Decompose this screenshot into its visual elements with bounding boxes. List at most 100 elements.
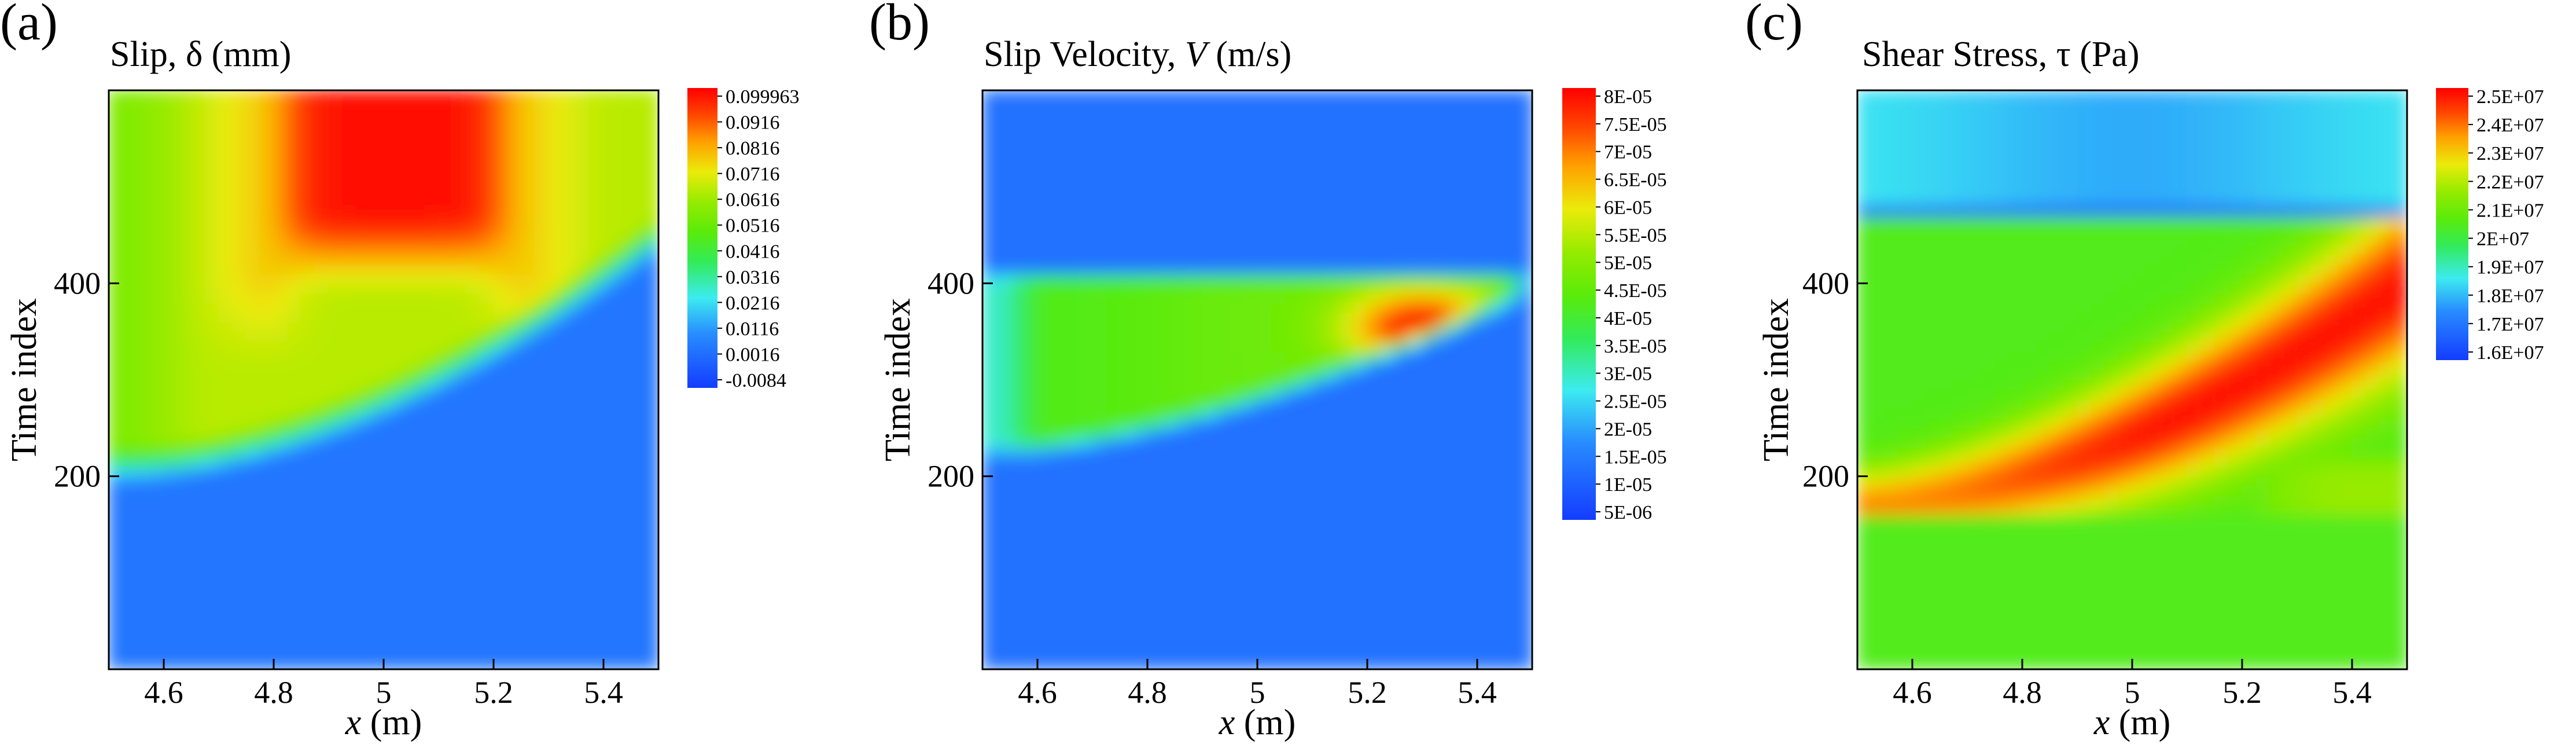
heatmap-cell (1215, 514, 1231, 525)
heatmap-cell (438, 148, 453, 159)
panel-label: (c) (1745, 0, 1803, 51)
heatmap-cell (561, 427, 577, 438)
heatmap-cell (149, 283, 164, 294)
heatmap-cell (300, 446, 316, 458)
heatmap-cell (355, 398, 371, 409)
heatmap-cell (135, 408, 151, 419)
heatmap-cell (135, 196, 151, 207)
heatmap-cell (603, 446, 618, 458)
heatmap-cell (1857, 234, 1872, 245)
heatmap-cell (1325, 591, 1341, 603)
heatmap-cell (493, 543, 508, 554)
heatmap-cell (1133, 582, 1148, 593)
heatmap-cell (341, 591, 357, 603)
heatmap-cell (1119, 109, 1135, 120)
heatmap-cell (1422, 485, 1437, 496)
heatmap-cell (1050, 466, 1066, 477)
heatmap-cell (451, 215, 467, 226)
heatmap-cell (1380, 225, 1396, 236)
heatmap-cell (1394, 504, 1410, 516)
heatmap-cell (465, 485, 481, 496)
heatmap-cell (1009, 562, 1025, 574)
heatmap-cell (245, 379, 261, 390)
heatmap-cell (995, 553, 1011, 564)
heatmap-cell (1435, 196, 1451, 207)
heatmap-cell (1518, 495, 1532, 506)
heatmap-cell (1857, 360, 1872, 371)
heatmap-cell (383, 254, 398, 265)
heatmap-cell (1353, 601, 1368, 612)
heatmap-cell (1037, 254, 1052, 265)
heatmap-cell (1215, 157, 1231, 168)
heatmap-cell (1270, 601, 1286, 612)
heatmap-cell (355, 340, 371, 351)
heatmap-cell (1050, 244, 1066, 255)
heatmap-cell (1325, 215, 1341, 226)
heatmap-cell (589, 177, 604, 188)
heatmap-cell (1133, 119, 1148, 130)
heatmap-cell (1023, 90, 1038, 101)
heatmap-cell (1870, 620, 1886, 632)
heatmap-cell (1133, 504, 1148, 516)
heatmap-cell (1367, 360, 1382, 371)
heatmap-cell (109, 601, 123, 612)
heatmap-cell (479, 138, 494, 149)
heatmap-cell (1243, 572, 1258, 583)
heatmap-cell (259, 215, 274, 226)
heatmap-cell (1422, 417, 1437, 429)
heatmap-cell (1367, 148, 1382, 159)
heatmap-cell (1312, 456, 1327, 467)
heatmap-cell (1325, 543, 1341, 554)
heatmap-cell (135, 340, 151, 351)
heatmap-cell (451, 504, 467, 516)
heatmap-cell (1477, 640, 1492, 651)
heatmap-cell (149, 331, 164, 342)
colorbar-tick-label: 0.0416 (726, 241, 780, 262)
heatmap-cell (1490, 649, 1506, 661)
heatmap-cell (575, 177, 591, 188)
heatmap-cell (589, 398, 604, 409)
heatmap-cell (273, 466, 288, 477)
heatmap-cell (548, 254, 563, 265)
heatmap-cell (1037, 177, 1052, 188)
heatmap-cell (231, 157, 247, 168)
heatmap-cell (1119, 340, 1135, 351)
heatmap-cell (259, 234, 274, 245)
heatmap-cell (630, 331, 646, 342)
heatmap-cell (122, 109, 137, 120)
heatmap-cell (369, 109, 384, 120)
heatmap-cell (506, 659, 522, 669)
heatmap-cell (1229, 360, 1245, 371)
heatmap-cell (1243, 533, 1258, 545)
heatmap-cell (1408, 292, 1423, 303)
heatmap-cell (1504, 138, 1519, 149)
heatmap-cell (1408, 562, 1423, 574)
heatmap-cell (1037, 244, 1052, 255)
heatmap-cell (424, 495, 439, 506)
heatmap-cell (1078, 514, 1093, 525)
heatmap-cell (204, 283, 219, 294)
heatmap-cell (1325, 630, 1341, 641)
heatmap-cell (603, 99, 618, 111)
heatmap-cell (300, 148, 316, 159)
heatmap-cell (561, 244, 577, 255)
heatmap-cell (982, 446, 997, 458)
heatmap-cell (245, 514, 261, 525)
heatmap-cell (451, 640, 467, 651)
heatmap-cell (355, 388, 371, 400)
heatmap-cell (1270, 234, 1286, 245)
heatmap-cell (190, 283, 206, 294)
heatmap-cell (1050, 128, 1066, 140)
heatmap-cell (995, 485, 1011, 496)
heatmap-cell (575, 417, 591, 429)
heatmap-cell (534, 591, 549, 603)
heatmap-cell (1078, 167, 1093, 178)
heatmap-cell (1353, 485, 1368, 496)
heatmap-cell (603, 562, 618, 574)
heatmap-cell (616, 234, 632, 245)
heatmap-cell (506, 582, 522, 593)
heatmap-cell (1009, 543, 1025, 554)
heatmap-cell (1229, 128, 1245, 140)
heatmap-cell (1298, 601, 1313, 612)
heatmap-cell (410, 273, 426, 284)
